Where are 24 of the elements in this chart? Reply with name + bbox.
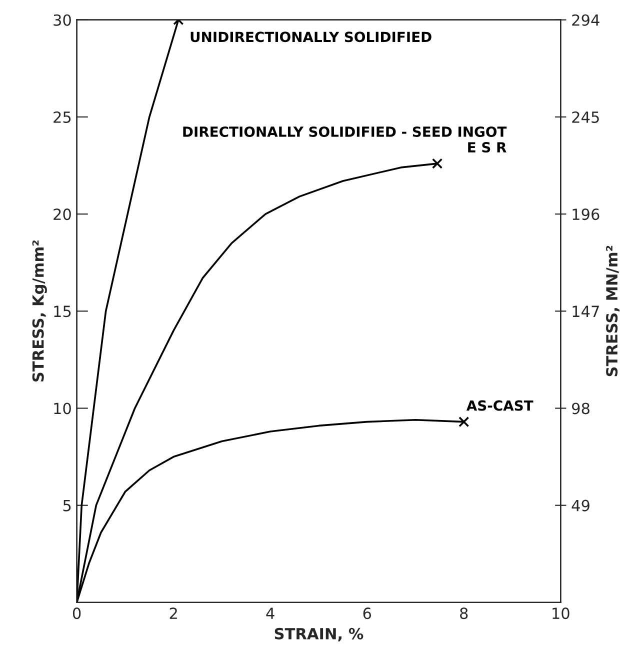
x-axis-title: STRAIN, % — [274, 628, 364, 642]
x-tick-label: 0 — [72, 608, 81, 620]
y2-axis-title: STRESS, MN/m² — [606, 246, 620, 376]
y2-tick-label: 196 — [572, 208, 600, 220]
series-label: AS-CAST — [466, 400, 534, 411]
y2-tick-label: 147 — [572, 306, 599, 317]
y-tick-label: 30 — [54, 14, 71, 26]
y-tick-label: 5 — [63, 500, 71, 512]
x-tick-label: 8 — [460, 608, 468, 620]
y-tick-label: 25 — [54, 111, 71, 123]
y2-tick-label: 245 — [572, 111, 599, 123]
y-axis-title: STRESS, Kg/mm² — [32, 240, 47, 382]
y-tick-label: 10 — [54, 402, 71, 414]
x-tick-label: 2 — [170, 608, 177, 619]
x-tick-label: 10 — [552, 608, 570, 620]
y2-tick-label: 294 — [572, 14, 600, 26]
x-tick-label: 6 — [363, 608, 371, 620]
y2-tick-label: 98 — [572, 402, 590, 414]
y-tick-label: 20 — [54, 208, 71, 220]
y-tick-label: 15 — [54, 306, 71, 318]
x-tick-label: 4 — [266, 608, 274, 619]
text: DIRECTIONALLY SOLIDIFIED - SEED INGOT E S R — [183, 126, 507, 153]
y2-tick-label: 49 — [572, 500, 590, 512]
series-label: UNIDIRECTIONALLY SOLIDIFIED — [190, 32, 432, 42]
